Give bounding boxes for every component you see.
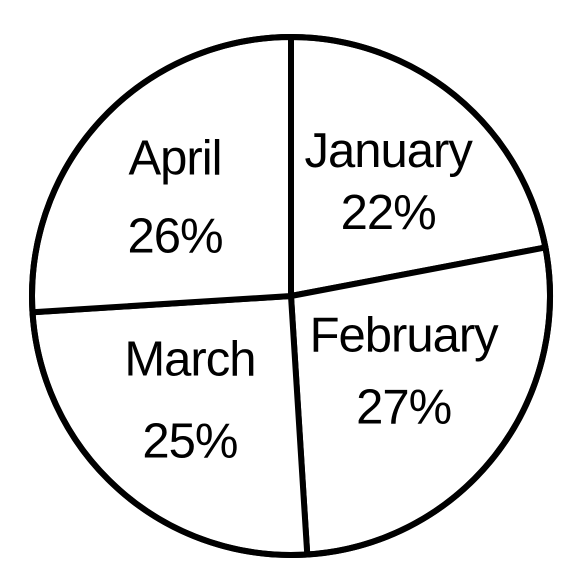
slice-label-march: March	[124, 333, 255, 387]
slice-value-april: 26%	[127, 209, 222, 263]
labels-layer: January 22% February 27% March 25% April 26%	[124, 124, 500, 469]
pie-outline	[29, 34, 553, 558]
slice-value-february: 27%	[356, 380, 451, 434]
slice-value-march: 25%	[142, 415, 237, 469]
slices-layer	[29, 33, 553, 558]
slice-label-april: April	[128, 131, 221, 185]
slice-value-january: 22%	[341, 186, 436, 240]
slice-label-february: February	[310, 308, 500, 362]
slice-label-january: January	[305, 124, 474, 178]
